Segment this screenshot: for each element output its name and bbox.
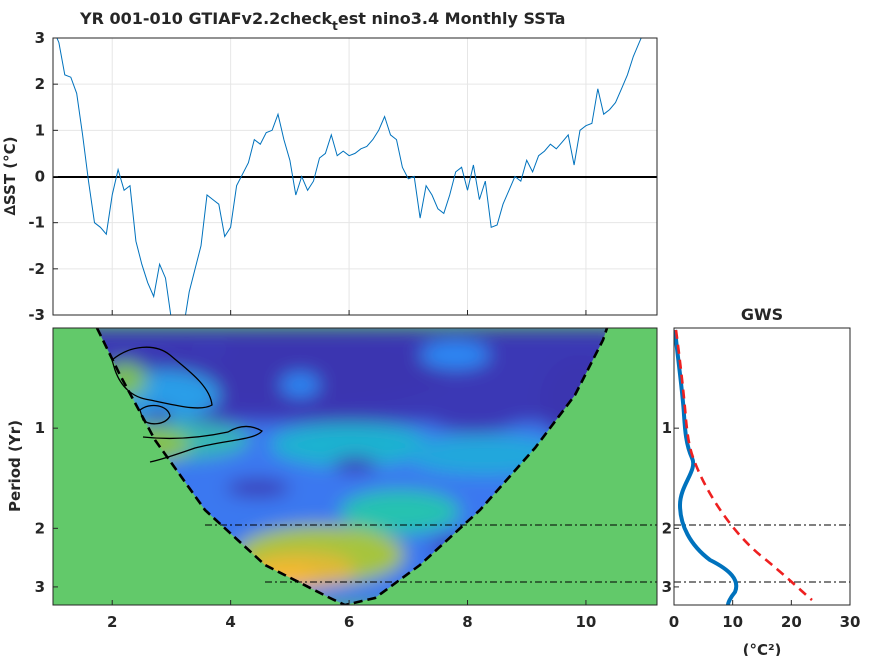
timeseries-ylabel: ∆SST (°C) [1,136,19,215]
y-tick-label: 1 [35,121,45,139]
gws-y-tick-label: 3 [662,578,672,596]
figure-title: YR 001-010 GTIAFv2.2checktest nino3.4 Mo… [79,9,565,33]
y-tick-label: -3 [28,306,45,324]
gws-xlabel: (°C²) [743,641,782,656]
gws-x-tick-label: 30 [840,613,861,631]
x-tick-label: 4 [225,613,235,631]
y-tick-label: 2 [35,519,45,537]
gws-panel: GWS 0 10 20 30 1 2 3 (°C²) [662,305,861,656]
gws-title: GWS [741,305,783,324]
x-tick-label: 8 [462,613,472,631]
cone-of-influence [95,328,609,605]
gws-x-tick-label: 10 [722,613,743,631]
gws-ticks: 0 10 20 30 1 2 3 [662,419,861,631]
y-tick-label: 3 [35,578,45,596]
wavelet-ylabel: Period (Yr) [6,420,24,512]
significance-contour [111,346,213,409]
x-tick-label: 2 [107,613,117,631]
y-tick-label: 0 [35,168,45,186]
x-tick-label: 10 [576,613,597,631]
timeseries-panel: -3 -2 -1 0 1 2 3 ∆SST (°C) [1,29,658,324]
y-tick-label: 2 [35,75,45,93]
gws-significance-line [674,329,813,601]
timeseries-y-ticks: -3 -2 -1 0 1 2 3 [28,29,587,324]
x-tick-label: 6 [344,613,354,631]
sst-anomaly-line [56,38,642,315]
gws-power-line [674,329,739,605]
gws-x-tick-label: 0 [669,613,679,631]
y-tick-label: 1 [35,419,45,437]
gws-y-tick-label: 2 [662,519,672,537]
gws-y-tick-label: 1 [662,419,672,437]
significance-contour [142,425,263,463]
y-tick-label: -2 [28,260,45,278]
y-tick-label: 3 [35,29,45,47]
gws-x-tick-label: 20 [781,613,802,631]
y-tick-label: -1 [28,214,45,232]
significance-contour [139,404,171,425]
